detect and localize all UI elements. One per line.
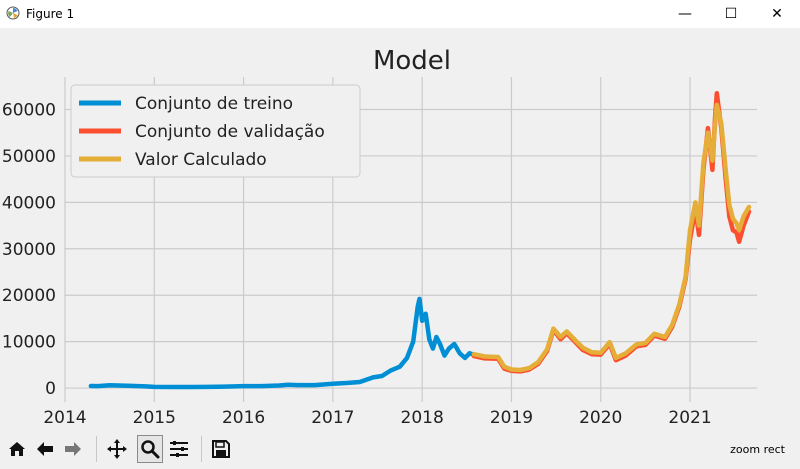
back-arrow-icon (37, 442, 53, 456)
figure-canvas[interactable]: Model 0 10000 20000 30000 40000 50000 60000 20… (0, 28, 800, 430)
toolbar-status-text: zoom rect (730, 443, 785, 456)
maximize-button[interactable]: ☐ (708, 0, 754, 28)
x-tick-label: 2019 (490, 408, 533, 428)
x-tick-label: 2016 (222, 408, 265, 428)
home-icon (9, 442, 25, 456)
subplots-button[interactable] (166, 435, 192, 463)
close-icon: ✕ (771, 6, 783, 22)
y-tick-label: 0 (45, 379, 56, 399)
x-tick-label: 2014 (43, 408, 86, 428)
legend-label: Conjunto de validação (135, 122, 325, 142)
subplots-icon (170, 441, 188, 457)
pan-icon (107, 439, 127, 459)
x-tick-label: 2021 (668, 408, 711, 428)
chart-svg: Model 0 10000 20000 30000 40000 50000 60000 20… (2, 46, 757, 428)
matplotlib-logo-icon (6, 6, 20, 20)
chart-title: Model (373, 46, 451, 76)
x-axis-ticks: 2014 2015 2016 2017 2018 2019 2020 2021 (43, 408, 711, 428)
x-tick-label: 2015 (133, 408, 176, 428)
y-tick-label: 40000 (2, 193, 56, 213)
legend-label: Valor Calculado (135, 150, 267, 170)
window-title: Figure 1 (26, 7, 75, 21)
maximize-icon: ☐ (724, 6, 738, 22)
chart-legend: Conjunto de treino Conjunto de validação V… (70, 84, 361, 178)
chart-series (88, 91, 752, 390)
save-icon (212, 440, 230, 458)
back-button[interactable] (32, 435, 58, 463)
legend-box (70, 84, 361, 178)
toolbar-separator (96, 436, 97, 462)
legend-label: Conjunto de treino (135, 94, 293, 114)
zoom-icon (141, 440, 160, 459)
minimize-icon: — (678, 6, 692, 22)
save-button[interactable] (208, 435, 234, 463)
toolbar-separator (201, 436, 202, 462)
y-tick-label: 20000 (2, 286, 56, 306)
y-tick-label: 50000 (2, 147, 56, 167)
forward-button[interactable] (60, 435, 86, 463)
pan-button[interactable] (104, 435, 130, 463)
minimize-button[interactable]: — (662, 0, 708, 28)
forward-arrow-icon (65, 442, 81, 456)
y-tick-label: 60000 (2, 101, 56, 121)
series-line-2 (471, 102, 752, 373)
close-button[interactable]: ✕ (754, 0, 800, 28)
home-button[interactable] (4, 435, 30, 463)
x-tick-label: 2018 (401, 408, 444, 428)
series-line-0 (88, 296, 477, 390)
window-titlebar: Figure 1 — ☐ ✕ (0, 0, 800, 28)
y-tick-label: 10000 (2, 333, 56, 353)
y-axis-ticks: 0 10000 20000 30000 40000 50000 60000 (2, 101, 56, 400)
navigation-toolbar (0, 432, 800, 469)
zoom-button[interactable] (137, 435, 163, 463)
x-tick-label: 2020 (579, 408, 622, 428)
y-tick-label: 30000 (2, 240, 56, 260)
x-tick-label: 2017 (311, 408, 354, 428)
